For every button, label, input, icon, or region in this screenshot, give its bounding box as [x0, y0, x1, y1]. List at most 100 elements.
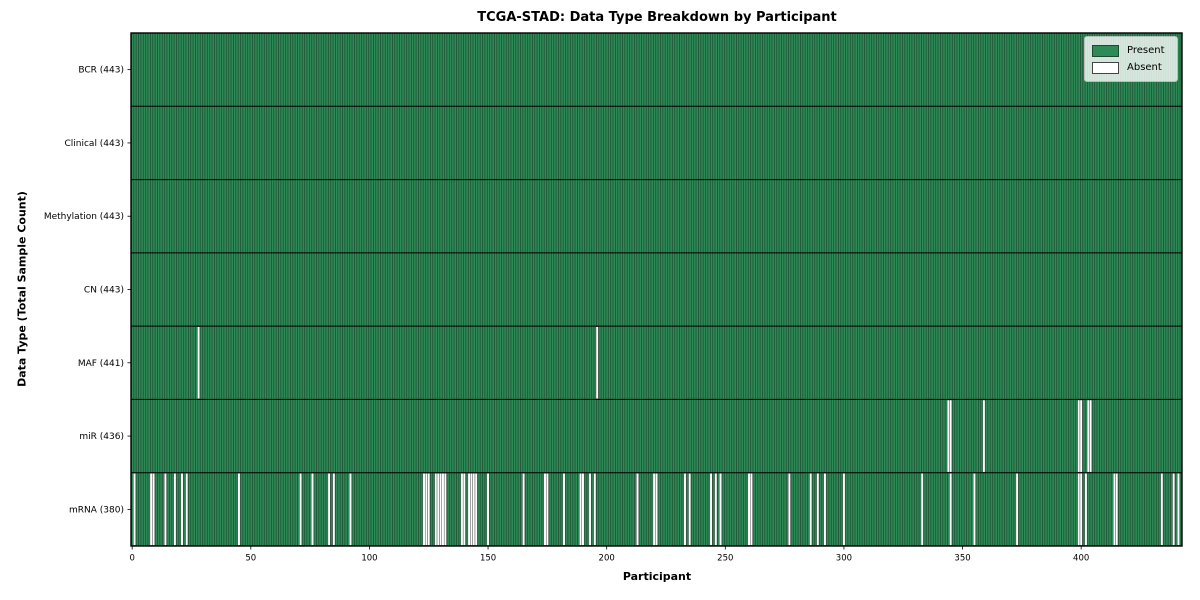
absent-cell	[441, 473, 445, 546]
x-axis-label: Participant	[622, 570, 692, 583]
absent-cell	[747, 473, 751, 546]
x-tick-label: 150	[480, 554, 496, 564]
absent-cell	[714, 473, 718, 546]
absent-cell	[436, 473, 440, 546]
absent-cell	[311, 473, 314, 546]
row-cn	[131, 252, 1182, 327]
absent-cell	[579, 473, 582, 546]
absent-cell	[655, 473, 658, 546]
absent-cell	[709, 473, 713, 546]
absent-cell	[467, 473, 471, 546]
absent-cell	[1160, 473, 1164, 546]
legend: Present Absent	[1084, 36, 1178, 82]
y-axis-label: Data Type (Total Sample Count)	[15, 191, 29, 387]
absent-cell	[973, 473, 976, 546]
absent-cell	[472, 473, 476, 546]
legend-label-present: Present	[1127, 45, 1165, 56]
absent-cell	[595, 326, 599, 400]
x-tick-label: 250	[717, 554, 733, 564]
absent-cell	[588, 473, 592, 546]
absent-cell	[816, 473, 820, 546]
absent-cell	[920, 473, 924, 546]
x-tick-label: 400	[1073, 554, 1089, 564]
absent-cell	[434, 473, 438, 546]
absent-cell	[486, 473, 490, 546]
row-maf	[131, 326, 1182, 400]
absent-cell	[470, 473, 473, 546]
absent-cell	[237, 473, 241, 546]
x-tick-label: 200	[599, 554, 615, 564]
x-tick-label: 100	[361, 554, 377, 564]
legend-item-absent: Absent	[1092, 59, 1170, 76]
absent-cell	[133, 473, 136, 546]
absent-cell	[1115, 473, 1119, 546]
absent-cell	[197, 326, 201, 400]
absent-cell	[180, 473, 184, 546]
absent-cell	[1086, 399, 1090, 473]
absent-cell	[1089, 399, 1093, 473]
absent-cell	[443, 473, 447, 546]
absent-cell	[422, 473, 426, 546]
absent-cell	[1084, 473, 1088, 546]
present-swatch-icon	[1092, 44, 1119, 57]
absent-cell	[1079, 399, 1083, 473]
absent-cell	[545, 473, 549, 546]
row-mir	[131, 399, 1182, 473]
absent-cell	[750, 473, 753, 546]
absent-cell	[332, 473, 336, 546]
absent-cell	[1015, 473, 1019, 546]
absent-cell	[474, 473, 478, 546]
chart-title: TCGA-STAD: Data Type Breakdown by Partic…	[477, 10, 837, 25]
absent-cell	[688, 473, 692, 546]
absent-cell	[946, 399, 950, 473]
y-tick-label: mRNA (380)	[69, 505, 124, 515]
absent-cell	[982, 399, 986, 473]
y-tick-label: MAF (441)	[78, 359, 124, 369]
row-clinical	[131, 106, 1182, 180]
absent-cell	[1079, 473, 1083, 546]
x-tick-label: 300	[836, 554, 852, 564]
absent-cell	[427, 473, 431, 546]
y-tick-label: Clinical (443)	[64, 139, 124, 149]
absent-cell	[949, 473, 953, 546]
legend-item-present: Present	[1092, 42, 1170, 59]
absent-cell	[823, 473, 827, 546]
absent-cell	[842, 473, 846, 546]
row-methylation	[131, 179, 1182, 253]
absent-swatch-icon	[1092, 61, 1119, 74]
absent-cell	[185, 473, 189, 546]
absent-cell	[152, 473, 155, 546]
absent-cell	[424, 473, 428, 546]
row-bcr	[131, 33, 1182, 107]
absent-cell	[1077, 399, 1081, 473]
absent-cell	[299, 473, 303, 546]
absent-cell	[543, 473, 547, 546]
x-tick-label: 350	[954, 554, 970, 564]
y-tick-label: CN (443)	[84, 286, 124, 296]
absent-cell	[460, 473, 464, 546]
legend-label-absent: Absent	[1127, 62, 1162, 73]
absent-cell	[652, 473, 656, 546]
absent-cell	[327, 473, 331, 546]
absent-cell	[787, 473, 791, 546]
absent-cell	[683, 473, 687, 546]
absent-cell	[349, 473, 352, 546]
y-tick-label: BCR (443)	[78, 66, 124, 76]
absent-cell	[439, 473, 442, 546]
plot-border	[130, 32, 1183, 547]
absent-cell	[522, 473, 526, 546]
absent-cell	[949, 399, 953, 473]
absent-cell	[1112, 473, 1116, 546]
absent-cell	[164, 473, 167, 546]
absent-cell	[581, 473, 585, 546]
absent-cell	[462, 473, 466, 546]
absent-cell	[173, 473, 177, 546]
absent-cell	[1172, 473, 1176, 546]
x-tick-label: 50	[245, 554, 256, 564]
absent-cell	[593, 473, 597, 546]
absent-cell	[809, 473, 813, 546]
absent-cell	[562, 473, 566, 546]
absent-cell	[719, 473, 722, 546]
